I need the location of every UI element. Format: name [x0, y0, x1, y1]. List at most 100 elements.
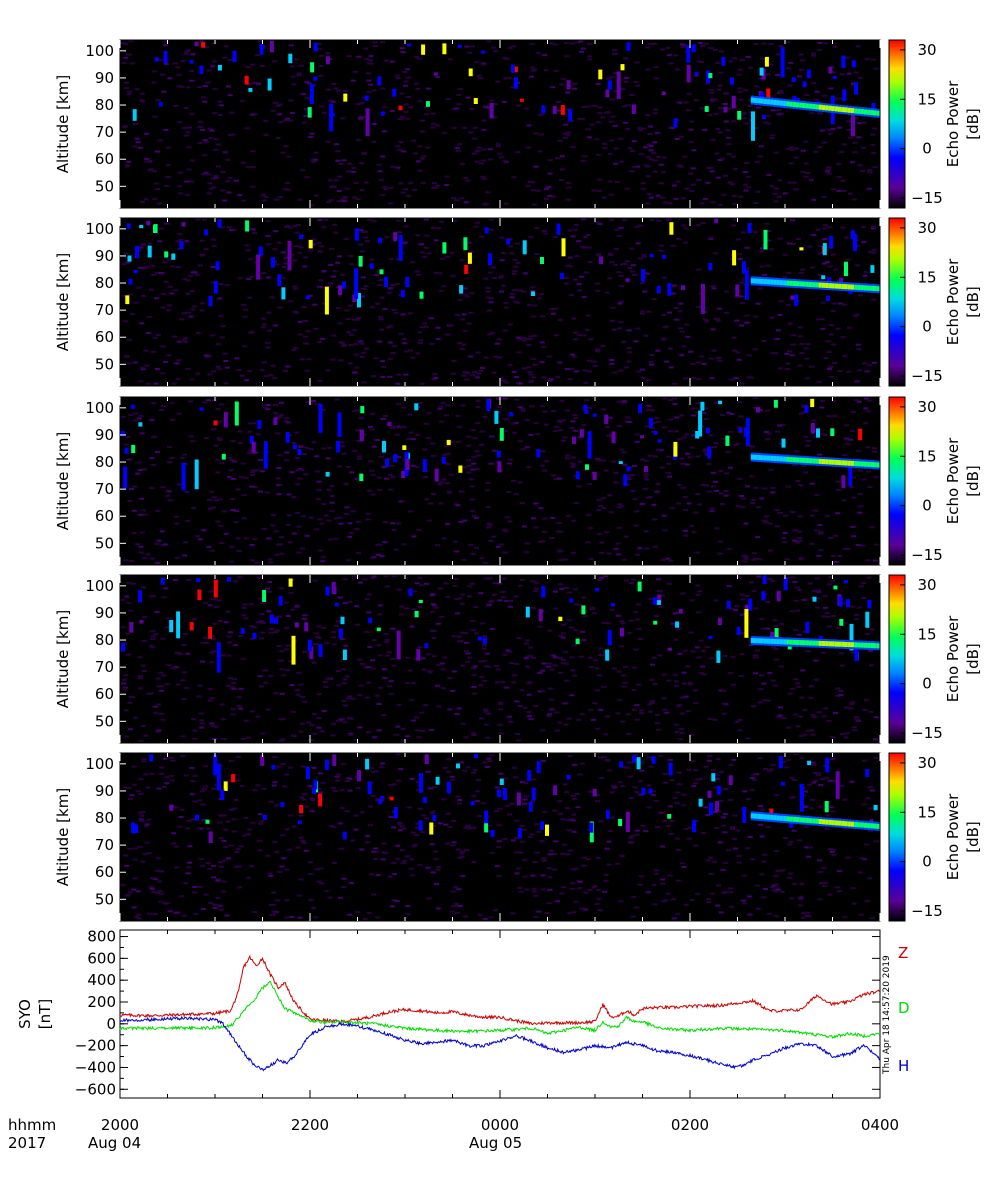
noise-speck [848, 192, 853, 195]
noise-speck [383, 59, 389, 62]
noise-speck [536, 297, 542, 300]
noise-speck [190, 818, 196, 821]
noise-speck [554, 157, 560, 160]
noise-speck [835, 694, 841, 697]
noise-speck [678, 302, 684, 305]
noise-speck [132, 361, 138, 364]
echo-layer-core [825, 105, 829, 111]
noise-speck [197, 684, 203, 687]
noise-speck [839, 664, 845, 667]
noise-speck [621, 765, 627, 768]
noise-speck [135, 472, 141, 475]
noise-speck [761, 896, 767, 899]
noise-speck [149, 595, 155, 598]
echo-streak [378, 237, 382, 244]
noise-speck [741, 111, 747, 114]
noise-speck [691, 531, 697, 534]
noise-speck [225, 85, 231, 88]
noise-speck [223, 532, 229, 535]
echo-streak [147, 245, 152, 258]
noise-speck [186, 311, 191, 314]
noise-speck [570, 420, 576, 423]
noise-speck [736, 576, 742, 579]
echo-streak [318, 644, 323, 657]
noise-speck [399, 47, 405, 50]
noise-speck [790, 687, 795, 690]
echo-layer-core [766, 279, 771, 285]
noise-speck [629, 247, 635, 250]
noise-speck [537, 150, 543, 153]
noise-speck [469, 498, 475, 501]
noise-speck [741, 899, 747, 902]
noise-speck [243, 817, 249, 820]
noise-speck [352, 196, 357, 199]
echo-streak [384, 276, 388, 288]
noise-speck [646, 310, 652, 313]
echo-layer-core [792, 102, 797, 107]
echo-layer [750, 276, 881, 294]
noise-speck [341, 700, 347, 703]
noise-speck [483, 105, 488, 108]
noise-speck [197, 126, 203, 128]
noise-speck [192, 729, 198, 732]
noise-speck [631, 689, 637, 692]
noise-speck [298, 878, 304, 881]
y-axis-label: Altitude [km] [54, 253, 72, 351]
echo-streak [854, 82, 859, 95]
noise-speck [480, 62, 486, 65]
echo-layer-core [763, 455, 768, 461]
noise-speck [137, 656, 143, 659]
echo-streak [708, 262, 713, 271]
noise-speck [421, 668, 427, 671]
noise-speck [134, 137, 140, 140]
noise-speck [679, 712, 685, 715]
noise-speck [298, 246, 304, 249]
noise-speck [590, 718, 596, 721]
noise-speck [734, 720, 740, 723]
noise-speck [797, 715, 803, 718]
noise-speck [720, 868, 726, 871]
noise-speck [562, 132, 568, 135]
noise-speck [332, 270, 338, 273]
noise-speck [265, 587, 271, 590]
noise-speck [640, 458, 645, 461]
noise-speck [275, 432, 281, 435]
noise-speck [194, 273, 200, 276]
noise-speck [165, 176, 171, 178]
noise-speck [540, 540, 546, 543]
noise-speck [560, 636, 566, 639]
noise-speck [620, 88, 626, 91]
noise-speck [796, 685, 802, 688]
noise-speck [726, 585, 732, 587]
noise-speck [451, 126, 457, 129]
noise-speck [481, 644, 487, 647]
noise-speck [573, 502, 579, 505]
noise-speck [821, 262, 827, 265]
noise-speck [168, 774, 174, 777]
noise-speck [597, 654, 603, 656]
noise-speck [377, 604, 383, 607]
noise-speck [246, 278, 252, 280]
noise-speck [658, 811, 664, 814]
echo-streak [360, 406, 365, 414]
noise-speck [308, 402, 314, 405]
echo-streak [631, 104, 636, 114]
noise-speck [488, 99, 494, 102]
noise-speck [782, 253, 788, 256]
noise-speck [309, 132, 315, 135]
noise-speck [158, 409, 164, 412]
noise-speck [259, 637, 265, 640]
noise-speck [181, 127, 187, 129]
noise-speck [541, 857, 547, 860]
noise-speck [553, 477, 559, 480]
noise-speck [801, 405, 807, 408]
noise-speck [185, 368, 191, 370]
noise-speck [534, 581, 540, 584]
noise-speck [144, 823, 150, 826]
noise-speck [524, 419, 530, 421]
noise-speck [616, 506, 622, 509]
noise-speck [780, 869, 786, 872]
noise-speck [696, 179, 702, 181]
noise-speck [775, 53, 781, 56]
noise-speck [772, 192, 778, 195]
